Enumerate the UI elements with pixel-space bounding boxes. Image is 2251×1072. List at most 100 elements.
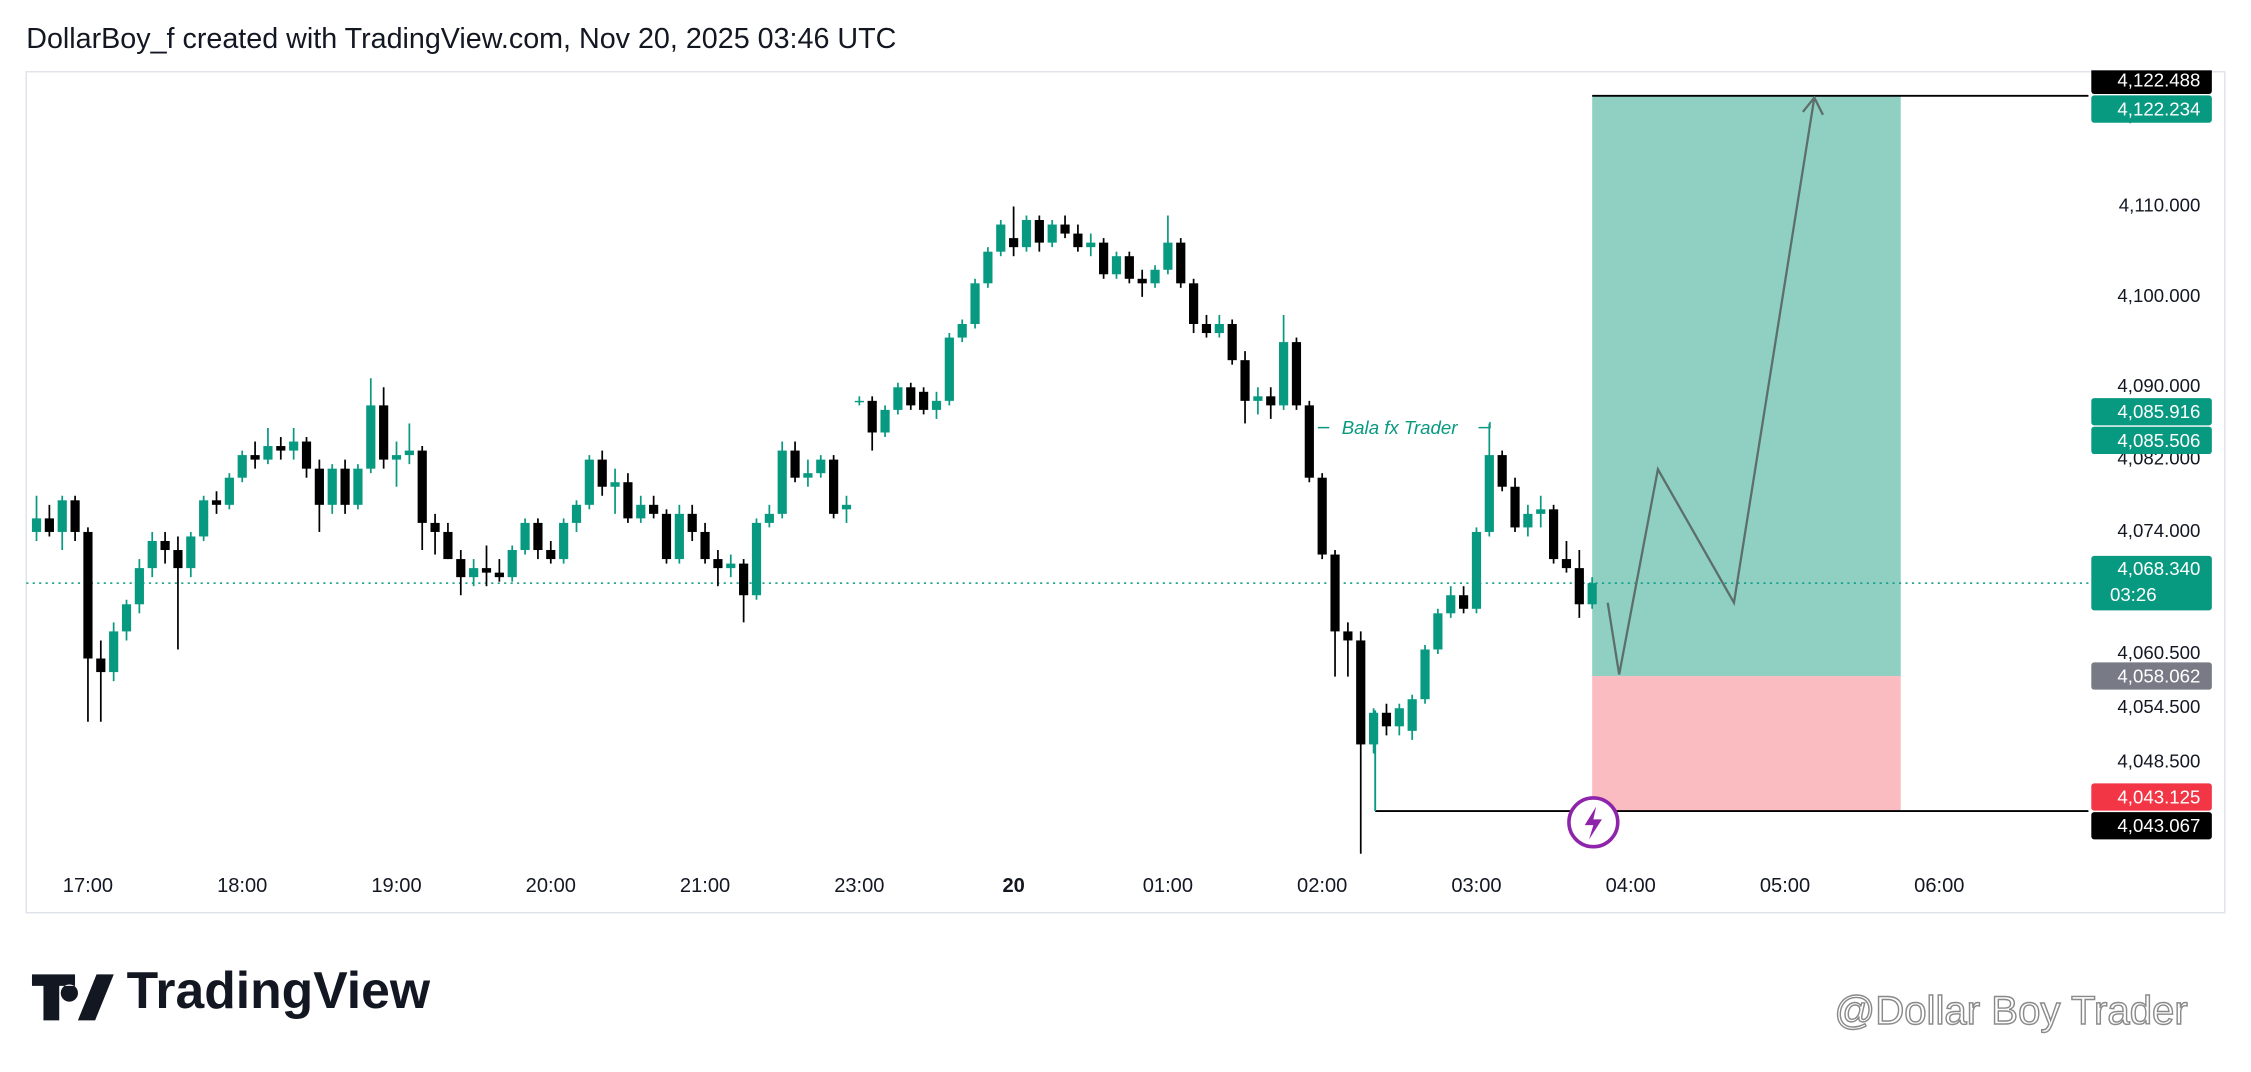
candle-body [1459, 595, 1469, 609]
x-tick-label: 06:00 [1914, 875, 1964, 897]
candle-body [777, 450, 787, 514]
candle-body [404, 450, 414, 456]
candle-body [1407, 699, 1417, 731]
candle-body [636, 504, 646, 519]
candle-body [1163, 242, 1173, 270]
x-tick-label: 04:00 [1606, 875, 1656, 897]
candle-body [803, 473, 813, 478]
candle-body [1291, 342, 1302, 406]
price-label-box [2091, 783, 2212, 811]
candle-body [469, 568, 479, 578]
candle-body [31, 518, 42, 532]
price-label-box [2091, 426, 2212, 455]
candle-body [147, 540, 157, 569]
candle-body [494, 572, 504, 578]
candle-body [109, 631, 119, 673]
top-mask [2081, 0, 2251, 71]
y-tick-label: 4,060.500 [2117, 642, 2200, 663]
y-tick-label: 4,110.000 [2119, 194, 2201, 215]
candle-body [1150, 269, 1160, 284]
candle-body [764, 513, 774, 523]
candle-body [327, 468, 337, 505]
candle-body [481, 568, 492, 573]
x-tick-label: 23:00 [834, 875, 884, 897]
price-label-box [2091, 66, 2212, 94]
candle-body [944, 337, 954, 401]
candle-body [366, 405, 376, 469]
annotation-bracket [1317, 421, 1491, 429]
price-axis: 4,048.500 4,054.500 4,060.500 4,074.000 4,08… [2088, 66, 2212, 840]
candle-body [1536, 509, 1546, 514]
candle-body [289, 441, 299, 451]
candle-body [443, 531, 453, 560]
candle-body [1304, 405, 1314, 478]
candle-body [1356, 640, 1366, 745]
y-tick-label: 4,074.000 [2117, 520, 2200, 541]
candle-body [1099, 242, 1109, 275]
candle-body [134, 568, 144, 605]
candle-body [1176, 242, 1186, 284]
y-tick-label: 4,090.000 [2117, 375, 2200, 396]
x-tick-label: 05:00 [1760, 875, 1810, 897]
candle-body [507, 550, 517, 578]
candle-body [597, 459, 607, 487]
candle-body [1343, 631, 1353, 641]
candle-body [456, 559, 466, 578]
price-label: 4,043.125 [2117, 786, 2200, 807]
price-label-box [2091, 95, 2212, 123]
y-tick-label: 4,100.000 [2117, 285, 2200, 306]
x-tick-label: 20:00 [526, 875, 576, 897]
x-tick-label: 20 [1002, 875, 1024, 897]
candle-body [1240, 360, 1250, 401]
candle-body [1433, 613, 1443, 650]
price-label: 4,085.916 [2117, 401, 2200, 422]
candle-body [546, 550, 556, 560]
candle-body [687, 513, 697, 532]
loss-zone [1592, 676, 1901, 812]
x-tick-label: 19:00 [371, 875, 421, 897]
x-tick-label: 21:00 [680, 875, 730, 897]
plot-area: Bala fx Trader [26, 94, 2089, 854]
candle-body [700, 531, 710, 560]
candle-body [1021, 220, 1032, 248]
candle-body [199, 500, 209, 537]
candle-body [919, 391, 929, 410]
candle-body [1189, 283, 1199, 325]
candle-body [661, 513, 672, 560]
candle-body [726, 563, 736, 569]
price-label: 4,043.067 [2117, 815, 2200, 836]
candle-body [816, 459, 826, 474]
profit-zone [1592, 95, 1901, 677]
candle-body [1497, 455, 1507, 487]
candle-body [353, 468, 363, 505]
candle-body [893, 387, 903, 410]
y-tick-label: 4,048.500 [2117, 750, 2200, 771]
candle-body [1047, 224, 1057, 243]
candle-body [1369, 712, 1379, 745]
price-label: 4,085.506 [2117, 430, 2200, 451]
annotation: Bala fx Trader [1342, 417, 1458, 438]
candle-body [1446, 595, 1456, 614]
candle-body [1523, 513, 1533, 528]
candle-body [649, 504, 659, 514]
candle-body [1060, 224, 1070, 234]
candle-body [1549, 509, 1559, 560]
candle-body [674, 513, 684, 560]
projection-arrow [1606, 95, 1824, 675]
candle-body [790, 450, 800, 478]
candle-body [713, 559, 723, 569]
candle-body [1214, 324, 1224, 334]
candle-body [1227, 324, 1237, 361]
candle-body [1253, 396, 1263, 401]
candle-body [1510, 486, 1520, 528]
candle-body [533, 522, 543, 551]
logo-icon [31, 974, 114, 1021]
candle-body [841, 504, 852, 510]
candle-body [417, 450, 427, 523]
candle-body [1266, 396, 1276, 406]
y-tick-label: 4,054.500 [2117, 696, 2200, 717]
candle-body [906, 387, 916, 406]
candle-body [1124, 256, 1134, 279]
